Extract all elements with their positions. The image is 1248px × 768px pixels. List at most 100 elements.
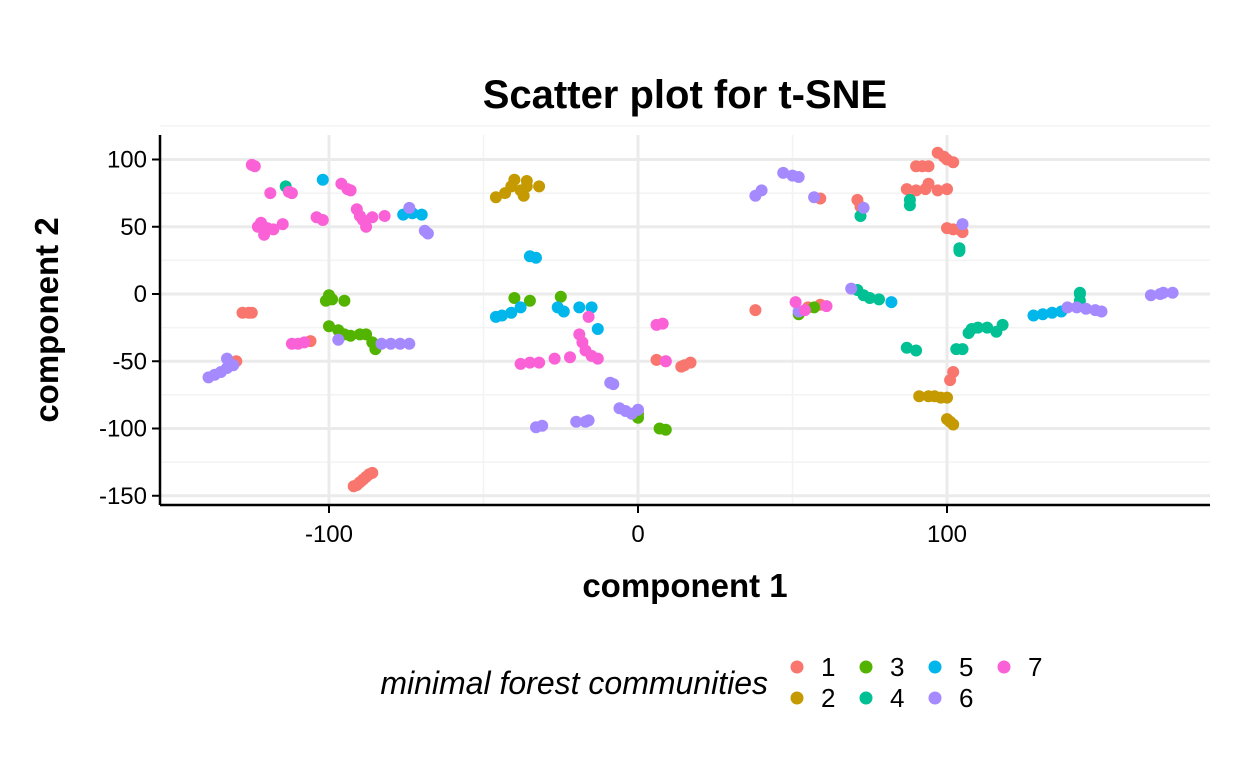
data-point-series-5 xyxy=(415,208,428,221)
data-point-series-4 xyxy=(996,318,1009,331)
data-point-series-7 xyxy=(591,352,604,365)
data-point-series-1 xyxy=(684,356,697,369)
data-point-series-4 xyxy=(956,343,969,356)
data-point-series-4 xyxy=(971,321,984,334)
data-point-series-7 xyxy=(258,228,271,241)
data-point-series-7 xyxy=(378,210,391,222)
data-point-series-7 xyxy=(298,336,311,349)
data-point-series-6 xyxy=(1061,301,1074,314)
data-point-series-7 xyxy=(656,317,669,330)
legend-label-5: 5 xyxy=(959,652,973,682)
legend: minimal forest communities 12 34 56 7 xyxy=(380,652,1042,713)
y-tick-label: 50 xyxy=(120,214,147,241)
data-point-series-6 xyxy=(632,403,644,416)
data-point-series-5 xyxy=(1046,306,1059,319)
data-point-series-7 xyxy=(659,355,672,368)
data-point-series-6 xyxy=(403,337,416,350)
legend-label-3: 3 xyxy=(890,652,904,682)
data-point-series-1 xyxy=(650,353,663,366)
data-point-series-3 xyxy=(344,329,357,342)
data-point-series-4 xyxy=(900,341,913,354)
data-point-series-3 xyxy=(338,294,351,307)
y-tick-label: -50 xyxy=(112,348,147,375)
data-point-series-7 xyxy=(789,296,802,309)
data-point-series-7 xyxy=(264,187,277,200)
legend-label-1: 1 xyxy=(821,652,835,682)
data-point-series-7 xyxy=(533,356,546,369)
data-point-series-7 xyxy=(248,160,261,173)
legend-label-7: 7 xyxy=(1028,652,1042,682)
data-point-series-6 xyxy=(403,201,416,214)
data-point-series-2 xyxy=(941,391,953,404)
data-point-series-4 xyxy=(873,293,885,306)
data-point-series-6 xyxy=(221,352,233,365)
data-point-series-7 xyxy=(310,211,323,224)
data-point-series-6 xyxy=(845,282,858,295)
data-point-series-1 xyxy=(366,466,379,479)
data-point-series-5 xyxy=(1036,308,1049,321)
data-point-series-2 xyxy=(520,175,533,187)
y-tick-label: -150 xyxy=(99,483,147,510)
data-point-series-2 xyxy=(508,173,521,186)
data-point-series-2 xyxy=(489,191,502,204)
data-point-series-7 xyxy=(366,211,379,224)
data-point-series-7 xyxy=(798,304,811,317)
data-point-series-6 xyxy=(956,218,969,231)
data-point-series-6 xyxy=(1157,286,1170,299)
data-point-series-1 xyxy=(910,184,923,197)
data-point-series-6 xyxy=(1144,289,1157,302)
data-point-series-5 xyxy=(1027,309,1040,322)
data-point-series-7 xyxy=(360,220,373,233)
legend-title: minimal forest communities xyxy=(380,665,768,701)
axis-ticks: -100 0 100 100 50 0 -50 -100 -150 xyxy=(99,147,967,549)
data-point-series-1 xyxy=(947,156,960,169)
data-point-series-1 xyxy=(944,374,957,387)
data-point-series-7 xyxy=(344,184,357,197)
legend-key-3 xyxy=(859,660,873,674)
legend-label-6: 6 xyxy=(959,683,973,713)
data-point-series-4 xyxy=(981,321,994,334)
data-point-series-6 xyxy=(536,419,549,432)
data-point-series-6 xyxy=(582,414,595,427)
data-point-series-5 xyxy=(514,301,527,314)
data-point-series-6 xyxy=(857,201,870,214)
data-point-series-5 xyxy=(496,309,508,322)
data-point-series-3 xyxy=(659,423,672,436)
data-point-series-7 xyxy=(820,300,833,313)
data-point-series-1 xyxy=(900,183,913,196)
data-point-series-6 xyxy=(1166,286,1179,299)
data-point-series-6 xyxy=(332,333,345,346)
data-point-series-7 xyxy=(267,223,280,236)
data-point-series-1 xyxy=(749,304,762,317)
data-point-series-3 xyxy=(508,292,521,304)
data-point-series-6 xyxy=(394,337,407,350)
data-point-series-3 xyxy=(323,320,335,333)
data-point-series-2 xyxy=(947,418,960,431)
axes xyxy=(158,135,1210,507)
data-point-series-7 xyxy=(285,187,298,200)
x-axis-title: component 1 xyxy=(582,567,787,604)
legend-label-4: 4 xyxy=(890,683,904,713)
data-point-series-7 xyxy=(582,310,595,323)
data-point-series-6 xyxy=(1080,302,1092,315)
data-point-series-6 xyxy=(384,337,397,350)
data-point-series-4 xyxy=(1073,286,1086,299)
data-point-series-6 xyxy=(755,184,768,197)
x-tick-label: 100 xyxy=(927,521,967,548)
data-point-series-5 xyxy=(885,296,898,309)
data-point-series-6 xyxy=(607,378,620,391)
data-point-series-6 xyxy=(777,166,790,179)
legend-key-2 xyxy=(790,691,804,705)
data-point-series-6 xyxy=(375,337,388,350)
y-tick-label: 100 xyxy=(107,147,147,174)
data-point-series-3 xyxy=(326,293,339,306)
data-point-series-6 xyxy=(1070,301,1083,314)
legend-key-1 xyxy=(790,660,804,674)
data-point-series-6 xyxy=(421,227,434,240)
data-point-series-7 xyxy=(548,352,561,365)
legend-label-2: 2 xyxy=(821,683,835,713)
data-point-series-5 xyxy=(591,323,604,335)
data-points xyxy=(202,146,1179,493)
data-point-series-5 xyxy=(573,301,586,314)
